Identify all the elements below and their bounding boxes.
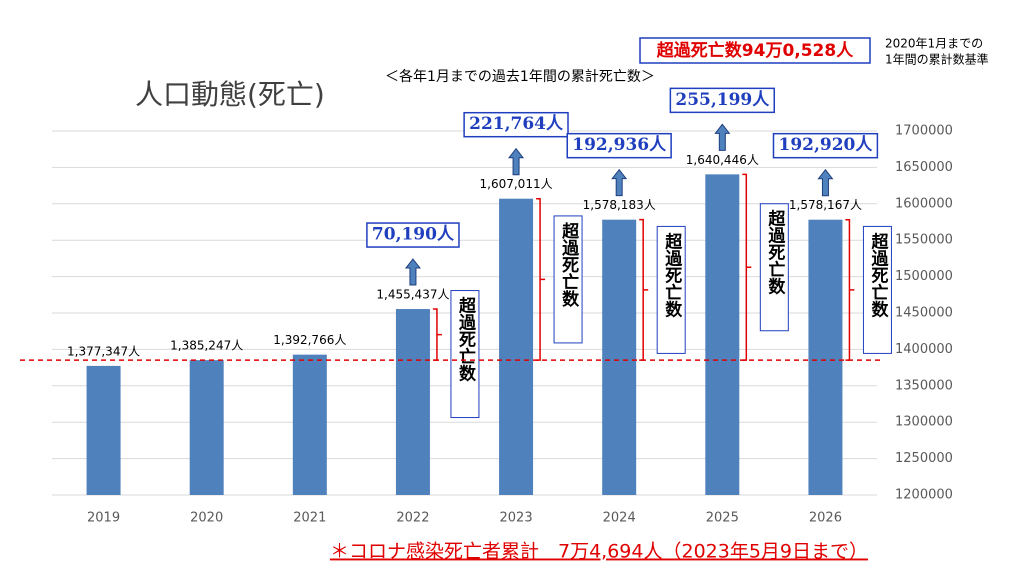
excess-label: 221,764人 <box>469 114 564 134</box>
excess-bracket <box>536 197 546 361</box>
excess-box-label: 超過死亡数 <box>661 231 682 318</box>
y-tick-label: 1700000 <box>895 124 953 139</box>
excess-box-label: 超過死亡数 <box>867 231 888 318</box>
excess-label-box <box>772 132 879 159</box>
up-arrow <box>404 258 421 286</box>
data-label: 1,377,347人 <box>67 344 140 358</box>
y-tick-label: 1400000 <box>895 342 953 357</box>
up-arrow <box>508 147 525 176</box>
excess-label: 255,199人 <box>675 90 770 110</box>
data-label: 1,385,247人 <box>170 339 243 353</box>
excess-box <box>862 225 892 354</box>
x-tick-label: 2023 <box>500 511 533 526</box>
total-box <box>639 37 871 64</box>
excess-box <box>450 290 480 419</box>
excess-label: 70,190人 <box>372 225 455 245</box>
total-excess: 超過死亡数94万0,528人 <box>657 40 854 61</box>
bar <box>499 198 534 496</box>
excess-bracket <box>845 218 855 361</box>
excess-bracket <box>742 173 752 361</box>
excess-box <box>759 203 789 332</box>
data-label: 1,607,011人 <box>480 177 553 191</box>
bar <box>705 174 740 495</box>
excess-box <box>553 215 583 344</box>
up-arrow <box>817 168 834 197</box>
x-tick-label: 2020 <box>190 511 223 526</box>
excess-label: 192,920人 <box>778 135 873 155</box>
excess-label-box <box>463 111 569 138</box>
excess-label: 192,936人 <box>572 135 667 155</box>
y-tick-label: 1250000 <box>895 451 953 466</box>
excess-bracket <box>639 218 649 361</box>
x-tick-label: 2021 <box>293 511 326 526</box>
basis-note: 2020年1月までの <box>885 37 983 51</box>
excess-bracket <box>432 308 442 361</box>
basis-note: 1年間の累計数基準 <box>885 52 989 67</box>
x-tick-label: 2019 <box>87 511 120 526</box>
bar <box>808 219 843 495</box>
excess-label-box <box>669 87 776 114</box>
chart-title: 人口動態(死亡) <box>135 78 325 111</box>
y-tick-label: 1450000 <box>895 306 953 321</box>
data-label: 1,392,766人 <box>273 333 346 347</box>
excess-box-label: 超過死亡数 <box>764 209 785 296</box>
x-tick-label: 2025 <box>706 511 739 526</box>
y-tick-label: 1500000 <box>895 269 953 284</box>
data-label: 1,640,446人 <box>686 153 759 167</box>
x-tick-label: 2026 <box>809 511 842 526</box>
y-tick-label: 1350000 <box>895 378 953 393</box>
data-label: 1,578,167人 <box>789 198 862 212</box>
excess-box <box>656 225 686 354</box>
excess-box-label: 超過死亡数 <box>558 221 579 308</box>
x-tick-label: 2022 <box>396 511 429 526</box>
x-tick-label: 2024 <box>603 511 636 526</box>
footer-note: ＊コロナ感染死亡者累計 7万4,694人（2023年5月9日まで） <box>330 541 868 563</box>
y-tick-label: 1550000 <box>895 233 953 248</box>
chart-subtitle: ＜各年1月までの過去1年間の累計死亡数＞ <box>385 69 655 85</box>
up-arrow <box>714 123 731 151</box>
data-label: 1,455,437人 <box>376 288 449 302</box>
data-label: 1,578,183人 <box>583 198 656 212</box>
excess-label-box <box>566 132 672 159</box>
excess-label-box <box>366 222 460 248</box>
y-tick-label: 1600000 <box>895 196 953 211</box>
bar <box>602 219 637 495</box>
excess-box-label: 超過死亡数 <box>455 296 476 383</box>
bar <box>86 365 121 495</box>
bar <box>189 360 224 495</box>
y-tick-label: 1200000 <box>895 488 953 503</box>
y-tick-label: 1300000 <box>895 415 953 430</box>
up-arrow <box>611 168 628 197</box>
bar <box>395 309 430 495</box>
y-tick-label: 1650000 <box>895 160 953 175</box>
bar <box>292 354 327 495</box>
